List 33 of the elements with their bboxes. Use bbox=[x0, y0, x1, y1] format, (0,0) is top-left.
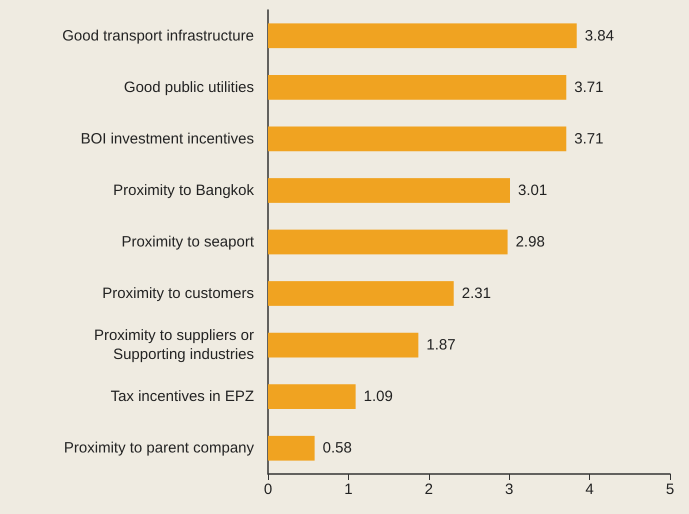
bar bbox=[268, 230, 508, 254]
bar bbox=[268, 332, 418, 358]
data-label: 2.31 bbox=[462, 285, 491, 302]
data-label: 3.01 bbox=[518, 182, 548, 199]
data-label: 1.87 bbox=[426, 336, 456, 354]
x-tick-label: 1 bbox=[344, 481, 353, 498]
y-tick-label: Proximity to seaport bbox=[121, 234, 255, 250]
bar bbox=[268, 178, 510, 203]
data-label: 1.09 bbox=[364, 388, 393, 406]
data-label: 2.98 bbox=[516, 234, 545, 250]
y-tick-label: BOI investment incentives bbox=[80, 130, 254, 148]
x-tick-label: 0 bbox=[264, 481, 272, 498]
y-tick-label: Good public utilities bbox=[124, 78, 254, 96]
bar bbox=[268, 23, 577, 48]
data-label: 3.71 bbox=[574, 130, 604, 148]
y-tick-label: Proximity to Bangkok bbox=[113, 182, 254, 199]
bar bbox=[268, 281, 454, 306]
data-label: 0.58 bbox=[322, 440, 352, 457]
bar bbox=[268, 74, 566, 100]
y-tick-label: Proximity to suppliers or Supporting industries bbox=[94, 327, 254, 364]
bar bbox=[268, 384, 356, 410]
bar bbox=[268, 436, 315, 461]
bar bbox=[268, 126, 566, 152]
data-label: 3.71 bbox=[574, 78, 604, 96]
y-tick-label: Good transport infrastructure bbox=[62, 27, 254, 44]
x-tick-label: 3 bbox=[505, 481, 514, 498]
data-label: 3.84 bbox=[584, 27, 614, 44]
x-tick-label: 2 bbox=[424, 481, 433, 498]
y-tick-label: Tax incentives in EPZ bbox=[110, 388, 254, 406]
y-tick-label: Proximity to parent company bbox=[64, 440, 254, 457]
x-tick-label: 5 bbox=[666, 481, 674, 498]
x-tick-label: 4 bbox=[585, 481, 594, 498]
y-tick-label: Proximity to customers bbox=[102, 285, 254, 302]
